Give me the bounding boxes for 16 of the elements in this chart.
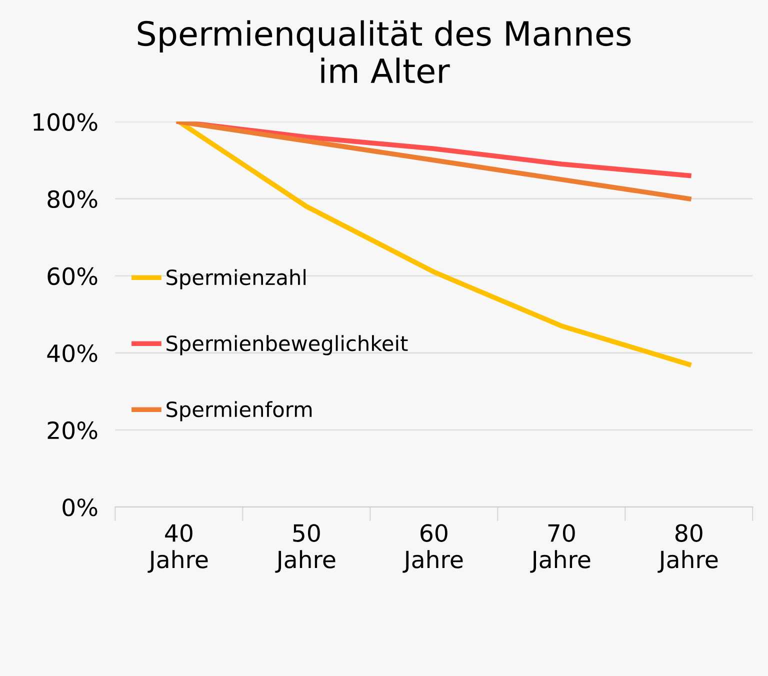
y-tick-label: 80%: [48, 190, 98, 208]
y-tick-label: 40%: [47, 344, 98, 362]
chart-title: Spermienqualität des Mannes im Alter: [138, 20, 631, 84]
x-tick-label: 50 Jahre: [275, 524, 336, 573]
x-tick-label: 80 Jahre: [658, 524, 718, 573]
legend-label: Spermienbeweglichkeit: [166, 335, 408, 356]
legend-label: Spermienform: [166, 401, 312, 422]
legend-label: Spermienzahl: [166, 269, 306, 290]
y-tick-label: 0%: [62, 498, 98, 516]
x-tick-label: 60 Jahre: [402, 524, 463, 573]
y-tick-label: 100%: [34, 113, 98, 131]
y-tick-label: 60%: [48, 267, 98, 286]
line-series: [176, 122, 692, 202]
y-tick-label: 20%: [48, 421, 98, 440]
x-tick-label: 70 Jahre: [530, 524, 590, 573]
x-tick-label: 40 Jahre: [148, 524, 208, 573]
